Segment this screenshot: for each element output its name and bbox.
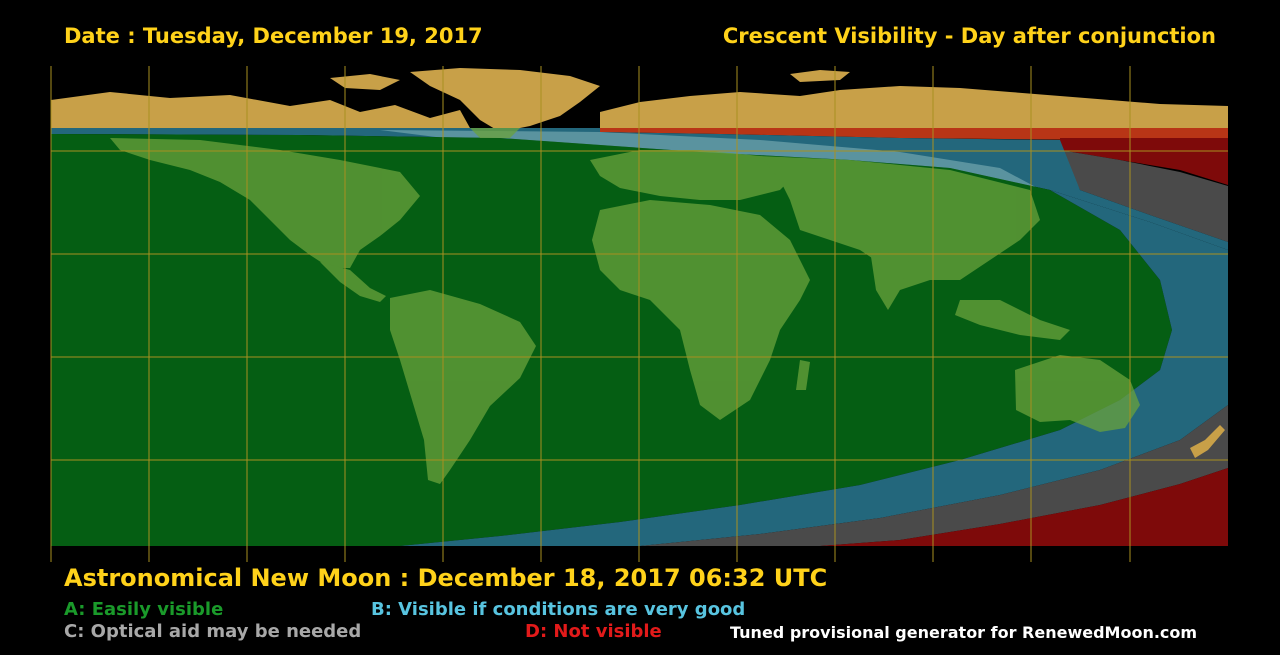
- legend-zone-d: D: Not visible: [525, 621, 662, 642]
- new-zealand: [1190, 425, 1225, 458]
- legend-zone-b: B: Visible if conditions are very good: [371, 599, 746, 620]
- grid-lines: [50, 66, 1228, 562]
- zone-c-south: [640, 405, 1228, 546]
- zone-d-south: [820, 468, 1228, 546]
- map-title: Crescent Visibility - Day after conjunct…: [722, 24, 1216, 48]
- arctic-land: [51, 68, 1228, 132]
- zone-b-east: [400, 190, 1228, 546]
- date-label: Date : Tuesday, December 19, 2017: [64, 24, 483, 48]
- legend-zone-c: C: Optical aid may be needed: [64, 621, 362, 642]
- credit-label: Tuned provisional generator for RenewedM…: [730, 623, 1198, 642]
- new-moon-label: Astronomical New Moon : December 18, 201…: [64, 564, 828, 592]
- zone-b-north-light: [380, 130, 1060, 225]
- zone-d-north: [600, 128, 1228, 140]
- continents: [110, 128, 1140, 484]
- zone-c-east: [1060, 150, 1228, 242]
- zone-d-northeast: [1060, 138, 1228, 185]
- legend-zone-a: A: Easily visible: [64, 599, 224, 620]
